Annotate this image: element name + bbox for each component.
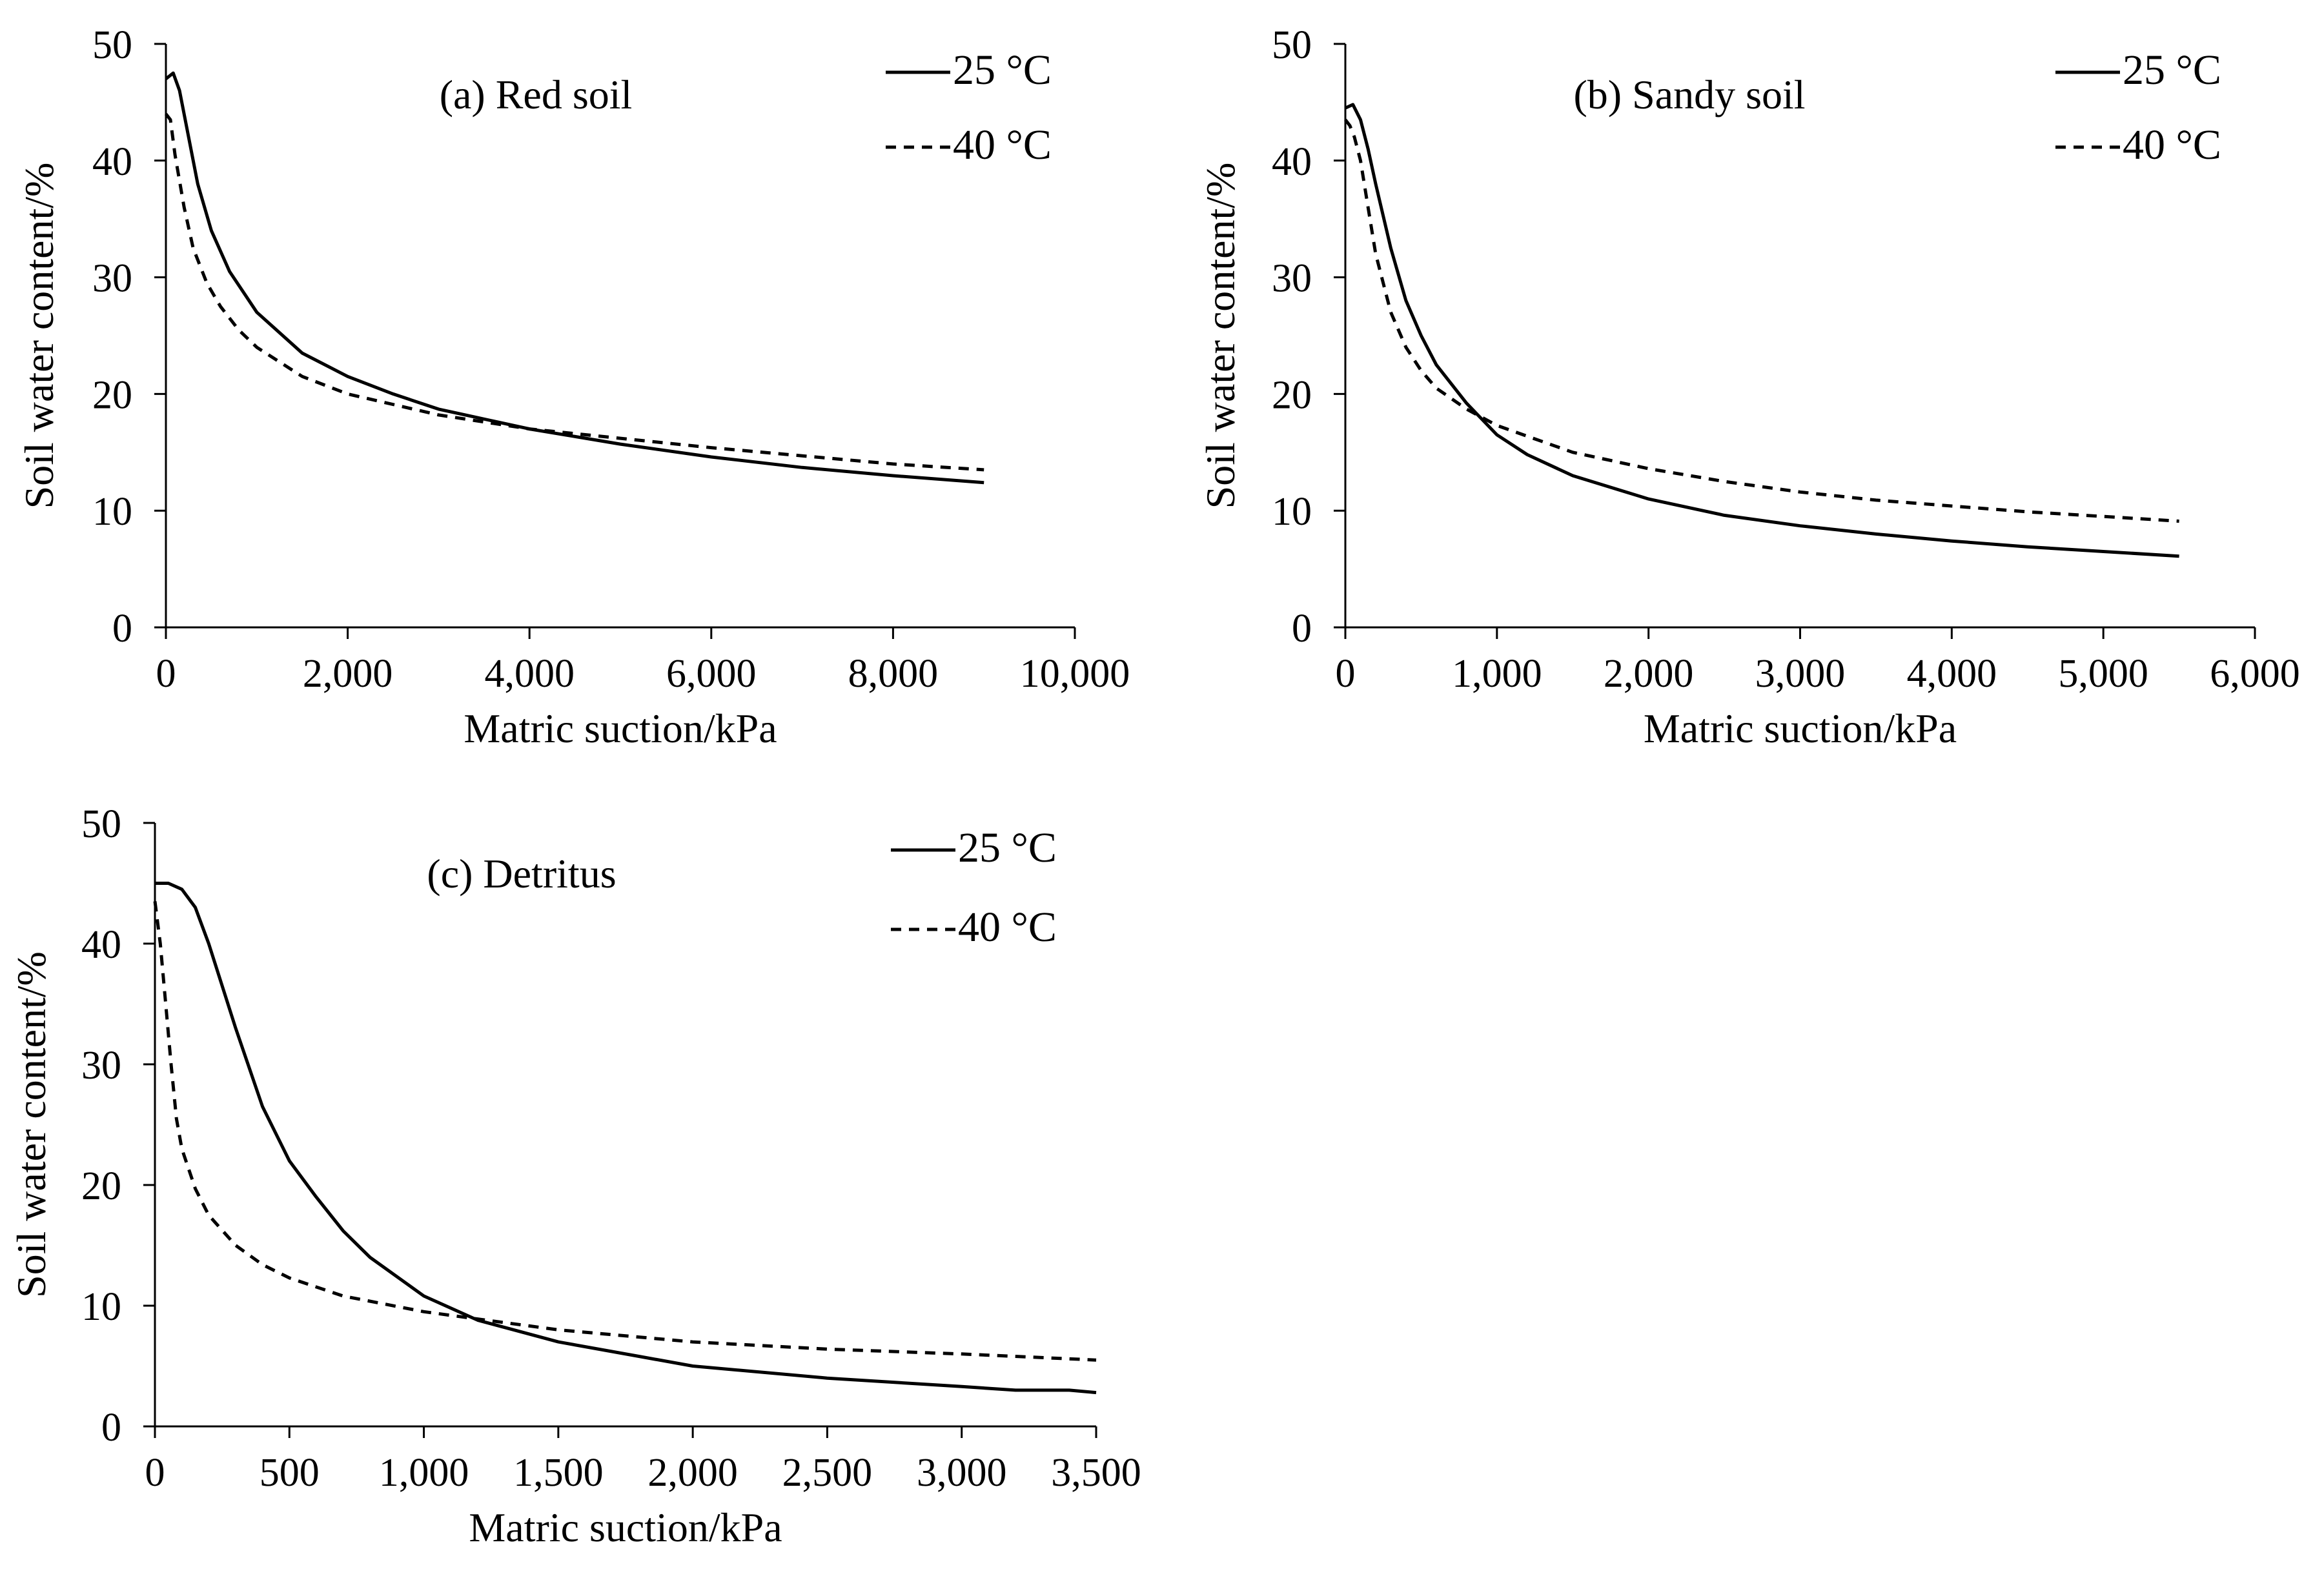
y-axis-title: Soil water content/% <box>1198 163 1243 509</box>
x-tick-label: 4,000 <box>1907 652 1997 696</box>
x-tick-label: 3,500 <box>1051 1451 1141 1495</box>
panel-title: (b) Sandy soil <box>1573 72 1805 117</box>
y-tick-label: 10 <box>92 490 132 534</box>
x-tick-label: 1,000 <box>379 1451 469 1495</box>
y-tick-label: 20 <box>1272 373 1312 417</box>
series-line-25c <box>1344 103 2179 558</box>
y-tick-label: 10 <box>81 1285 121 1329</box>
x-tick-label: 4,000 <box>484 652 575 696</box>
x-tick-label: 2,000 <box>1604 652 1694 696</box>
series-line-40c <box>1344 118 2179 523</box>
y-tick-label: 20 <box>92 373 132 417</box>
y-tick-label: 50 <box>1272 23 1312 67</box>
x-tick-label: 10,000 <box>1020 652 1130 696</box>
y-tick-label: 30 <box>1272 257 1312 301</box>
x-tick-label: 2,500 <box>782 1451 873 1495</box>
series-line-40c <box>165 112 984 472</box>
y-tick-label: 0 <box>112 607 132 651</box>
y-tick-label: 40 <box>1272 140 1312 184</box>
panel-title: (c) Detritus <box>427 851 616 896</box>
y-tick-label: 50 <box>92 23 132 67</box>
series-line-40c <box>153 901 1097 1362</box>
x-tick-label: 0 <box>1336 652 1356 696</box>
legend-label: 40 °C <box>2123 121 2221 168</box>
y-tick-label: 30 <box>92 257 132 301</box>
x-tick-label: 500 <box>260 1451 320 1495</box>
legend-label: 25 °C <box>2123 46 2221 94</box>
chart-panel-c: 0 500 1,000 1,500 2,000 2,500 3,000 3,500 0 10 20 3… <box>8 802 1141 1550</box>
series-line-25c <box>155 882 1097 1395</box>
chart-panel-b: 0 1,000 2,000 3,000 4,000 5,000 6,000 0 10 20 30 40… <box>1198 23 2300 751</box>
x-tick-label: 2,000 <box>303 652 393 696</box>
x-tick-label: 8,000 <box>848 652 939 696</box>
y-tick-label: 0 <box>1292 607 1312 651</box>
legend-label: 25 °C <box>953 46 1052 94</box>
x-tick-label: 0 <box>156 652 176 696</box>
x-tick-label: 6,000 <box>666 652 757 696</box>
x-tick-label: 1,000 <box>1452 652 1542 696</box>
y-tick-label: 40 <box>92 140 132 184</box>
y-tick-label: 30 <box>81 1044 121 1088</box>
chart-panel-a: 0 2,000 4,000 6,000 8,000 10,000 0 10 20 30 40 50 Ma… <box>16 23 1130 751</box>
x-tick-label: 1,500 <box>513 1451 604 1495</box>
x-tick-label: 0 <box>145 1451 165 1495</box>
x-tick-label: 3,000 <box>917 1451 1007 1495</box>
legend-label: 40 °C <box>953 121 1052 168</box>
x-axis-title: Matric suction/kPa <box>464 705 777 751</box>
y-tick-label: 50 <box>81 802 121 846</box>
x-tick-label: 2,000 <box>647 1451 738 1495</box>
x-tick-label: 3,000 <box>1755 652 1846 696</box>
x-axis-title: Matric suction/kPa <box>469 1504 782 1550</box>
y-axis-title: Soil water content/% <box>16 163 62 509</box>
y-axis-title: Soil water content/% <box>8 951 54 1298</box>
legend-label: 25 °C <box>958 824 1057 871</box>
x-axis-title: Matric suction/kPa <box>1644 705 1957 751</box>
x-tick-label: 6,000 <box>2210 652 2300 696</box>
legend-label: 40 °C <box>958 904 1057 951</box>
x-tick-label: 5,000 <box>2058 652 2148 696</box>
panel-title: (a) Red soil <box>440 72 633 117</box>
y-tick-label: 20 <box>81 1164 121 1208</box>
y-tick-label: 10 <box>1272 490 1312 534</box>
y-tick-label: 0 <box>101 1406 121 1450</box>
series-line-25c <box>165 71 984 485</box>
y-tick-label: 40 <box>81 923 121 967</box>
